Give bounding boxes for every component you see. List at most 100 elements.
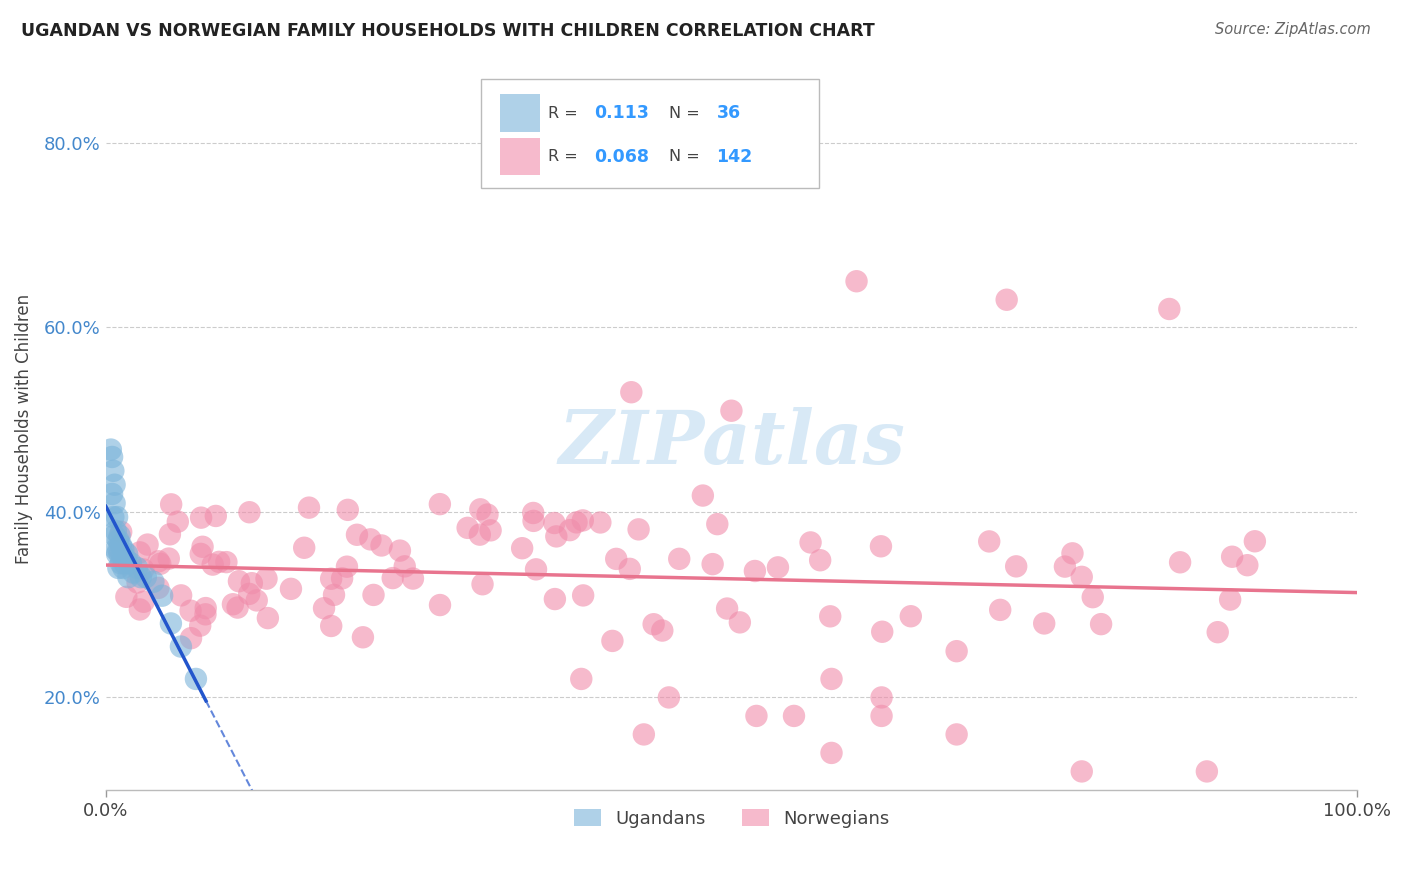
Norwegians <box>180 604 202 618</box>
Ugandans <box>115 547 138 561</box>
Norwegians <box>945 644 967 658</box>
Norwegians <box>429 598 451 612</box>
Norwegians <box>194 601 217 615</box>
Text: N =: N = <box>669 106 700 120</box>
Norwegians <box>544 592 567 607</box>
Norwegians <box>128 545 150 559</box>
Norwegians <box>658 690 681 705</box>
Norwegians <box>988 603 1011 617</box>
Norwegians <box>110 524 132 539</box>
Ugandans <box>101 450 124 464</box>
Norwegians <box>995 293 1018 307</box>
Text: ZIPatlas: ZIPatlas <box>558 408 905 480</box>
Ugandans <box>104 524 127 538</box>
Norwegians <box>240 576 263 591</box>
Norwegians <box>651 624 673 638</box>
Norwegians <box>1090 617 1112 632</box>
Norwegians <box>870 690 893 705</box>
Ugandans <box>103 510 125 524</box>
Norwegians <box>766 560 789 574</box>
Norwegians <box>692 489 714 503</box>
Norwegians <box>633 727 655 741</box>
Norwegians <box>569 672 592 686</box>
Ugandans <box>107 561 129 575</box>
Norwegians <box>190 510 212 524</box>
Norwegians <box>745 709 768 723</box>
Norwegians <box>346 528 368 542</box>
Norwegians <box>818 609 841 624</box>
Norwegians <box>870 624 893 639</box>
Text: UGANDAN VS NORWEGIAN FAMILY HOUSEHOLDS WITH CHILDREN CORRELATION CHART: UGANDAN VS NORWEGIAN FAMILY HOUSEHOLDS W… <box>21 22 875 40</box>
Norwegians <box>1070 764 1092 779</box>
Norwegians <box>510 541 533 556</box>
Norwegians <box>226 600 249 615</box>
Norwegians <box>132 562 155 576</box>
Norwegians <box>820 672 842 686</box>
Norwegians <box>148 581 170 595</box>
Norwegians <box>468 527 491 541</box>
Norwegians <box>321 572 343 586</box>
Norwegians <box>191 540 214 554</box>
Norwegians <box>298 500 321 515</box>
Norwegians <box>744 564 766 578</box>
Ugandans <box>184 672 207 686</box>
Norwegians <box>321 619 343 633</box>
Ugandans <box>160 616 183 631</box>
Norwegians <box>115 590 138 604</box>
Ugandans <box>115 551 138 566</box>
Norwegians <box>643 617 665 632</box>
Norwegians <box>870 539 893 553</box>
Norwegians <box>336 559 359 574</box>
Text: R =: R = <box>547 149 578 164</box>
Ugandans <box>112 542 135 557</box>
Norwegians <box>471 577 494 591</box>
Norwegians <box>159 527 181 541</box>
Norwegians <box>148 554 170 568</box>
Text: N =: N = <box>669 149 700 164</box>
Norwegians <box>1081 590 1104 604</box>
Ugandans <box>108 528 131 542</box>
Norwegians <box>352 630 374 644</box>
Norwegians <box>228 574 250 589</box>
Norwegians <box>479 524 502 538</box>
Ugandans <box>107 542 129 557</box>
Norwegians <box>402 572 425 586</box>
Norwegians <box>132 595 155 609</box>
Norwegians <box>238 587 260 601</box>
Norwegians <box>602 634 624 648</box>
Text: 0.113: 0.113 <box>593 104 648 122</box>
Ugandans <box>127 561 149 575</box>
Text: R =: R = <box>547 106 578 120</box>
FancyBboxPatch shape <box>501 137 540 176</box>
Ugandans <box>104 477 127 491</box>
Ugandans <box>108 547 131 561</box>
Norwegians <box>170 588 193 602</box>
Ugandans <box>104 542 127 557</box>
Legend: Ugandans, Norwegians: Ugandans, Norwegians <box>567 802 897 835</box>
Norwegians <box>204 508 226 523</box>
FancyBboxPatch shape <box>481 79 820 187</box>
Norwegians <box>157 551 180 566</box>
Norwegians <box>546 529 568 543</box>
Norwegians <box>363 588 385 602</box>
Norwegians <box>188 618 211 632</box>
Norwegians <box>330 571 353 585</box>
Text: Source: ZipAtlas.com: Source: ZipAtlas.com <box>1215 22 1371 37</box>
Norwegians <box>870 709 893 723</box>
Ugandans <box>104 528 127 542</box>
Ugandans <box>170 640 193 654</box>
Norwegians <box>190 547 212 561</box>
Norwegians <box>359 533 381 547</box>
Norwegians <box>222 597 245 611</box>
Norwegians <box>543 516 565 530</box>
Norwegians <box>1168 555 1191 569</box>
Norwegians <box>1236 558 1258 573</box>
Norwegians <box>720 403 742 417</box>
Ugandans <box>105 510 128 524</box>
Norwegians <box>522 514 544 528</box>
Norwegians <box>1206 625 1229 640</box>
Norwegians <box>799 535 821 549</box>
Norwegians <box>238 505 260 519</box>
Norwegians <box>572 513 595 527</box>
Norwegians <box>128 602 150 616</box>
